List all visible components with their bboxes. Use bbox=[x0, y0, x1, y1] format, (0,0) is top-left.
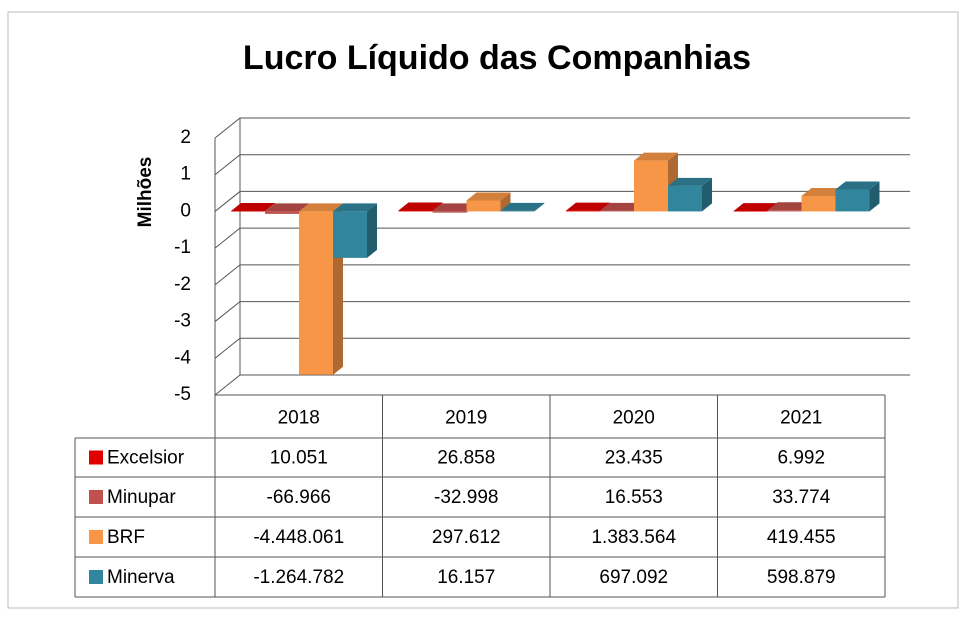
x-tick-label: 2021 bbox=[780, 408, 822, 429]
bar-top bbox=[733, 203, 778, 212]
bar-side bbox=[534, 202, 545, 212]
table-value: -4.448.061 bbox=[253, 527, 344, 548]
bar bbox=[801, 196, 836, 212]
bar bbox=[432, 211, 467, 213]
legend-label: Excelsior bbox=[107, 448, 185, 469]
table-value: 16.553 bbox=[605, 487, 663, 508]
table-value: 1.383.564 bbox=[591, 527, 676, 548]
table-value: 297.612 bbox=[432, 527, 501, 548]
bar-side bbox=[367, 203, 377, 258]
bar bbox=[566, 210, 600, 212]
legend-swatch bbox=[89, 450, 103, 465]
y-tick-label: -5 bbox=[174, 384, 191, 405]
chart-title: Lucro Líquido das Companhias bbox=[243, 39, 751, 77]
x-tick-label: 2019 bbox=[445, 408, 487, 429]
y-tick-label: -1 bbox=[174, 237, 191, 258]
y-tick-label: -2 bbox=[174, 274, 191, 295]
bar-side bbox=[500, 192, 511, 212]
y-tick-label: -3 bbox=[174, 311, 191, 332]
table-value: 6.992 bbox=[777, 448, 825, 469]
table-value: 697.092 bbox=[599, 567, 668, 588]
bar-top bbox=[801, 188, 846, 197]
bar-top bbox=[466, 192, 511, 201]
legend-label: Minerva bbox=[107, 567, 175, 588]
bar-top bbox=[566, 202, 610, 211]
y-tick-label: -4 bbox=[174, 347, 191, 368]
bar-top bbox=[231, 203, 275, 212]
bar bbox=[466, 200, 501, 212]
bar bbox=[634, 160, 668, 212]
bar-top bbox=[299, 203, 343, 212]
table-value: 419.455 bbox=[767, 527, 836, 548]
bar-top bbox=[767, 202, 812, 211]
table-value: -32.998 bbox=[434, 487, 498, 508]
table-value: -1.264.782 bbox=[253, 567, 344, 588]
chart-frame bbox=[7, 11, 959, 609]
bar-side bbox=[702, 177, 712, 212]
legend-label: BRF bbox=[107, 527, 145, 548]
bar bbox=[835, 189, 870, 212]
bar bbox=[600, 210, 634, 212]
bar bbox=[398, 210, 433, 212]
table-value: 16.157 bbox=[437, 567, 495, 588]
legend-swatch bbox=[89, 530, 103, 544]
table-value: -66.966 bbox=[267, 487, 331, 508]
table-value: 10.051 bbox=[270, 448, 328, 469]
bar bbox=[333, 211, 367, 258]
bar-side bbox=[265, 203, 275, 212]
y-tick-label: 0 bbox=[180, 200, 191, 221]
legend-label: Minupar bbox=[107, 487, 176, 508]
bar bbox=[668, 185, 702, 212]
y-tick-label: 1 bbox=[180, 164, 191, 185]
bar-top bbox=[500, 202, 545, 211]
bar-top bbox=[634, 152, 678, 161]
table-value: 598.879 bbox=[767, 567, 836, 588]
bar bbox=[733, 211, 768, 212]
x-tick-label: 2018 bbox=[278, 408, 320, 429]
bar-side bbox=[869, 181, 880, 212]
bar-top bbox=[333, 203, 377, 212]
bar bbox=[299, 211, 333, 375]
bar-top bbox=[265, 203, 309, 212]
bar-top bbox=[432, 203, 477, 212]
bar bbox=[767, 210, 802, 212]
bar bbox=[500, 210, 535, 212]
bar-top bbox=[668, 177, 712, 186]
table-value: 26.858 bbox=[437, 448, 495, 469]
table-value: 33.774 bbox=[772, 487, 831, 508]
bar-top bbox=[600, 202, 644, 211]
bar bbox=[265, 211, 299, 214]
bar-top bbox=[398, 202, 443, 211]
legend-swatch bbox=[89, 570, 103, 584]
y-tick-label: 2 bbox=[180, 127, 191, 148]
y-axis-label: Milhões bbox=[135, 157, 156, 228]
legend-swatch bbox=[89, 490, 103, 504]
bar-side bbox=[432, 202, 443, 212]
table-value: 23.435 bbox=[605, 448, 663, 469]
x-tick-label: 2020 bbox=[613, 408, 655, 429]
bar bbox=[231, 211, 265, 212]
bar-top bbox=[835, 181, 880, 190]
